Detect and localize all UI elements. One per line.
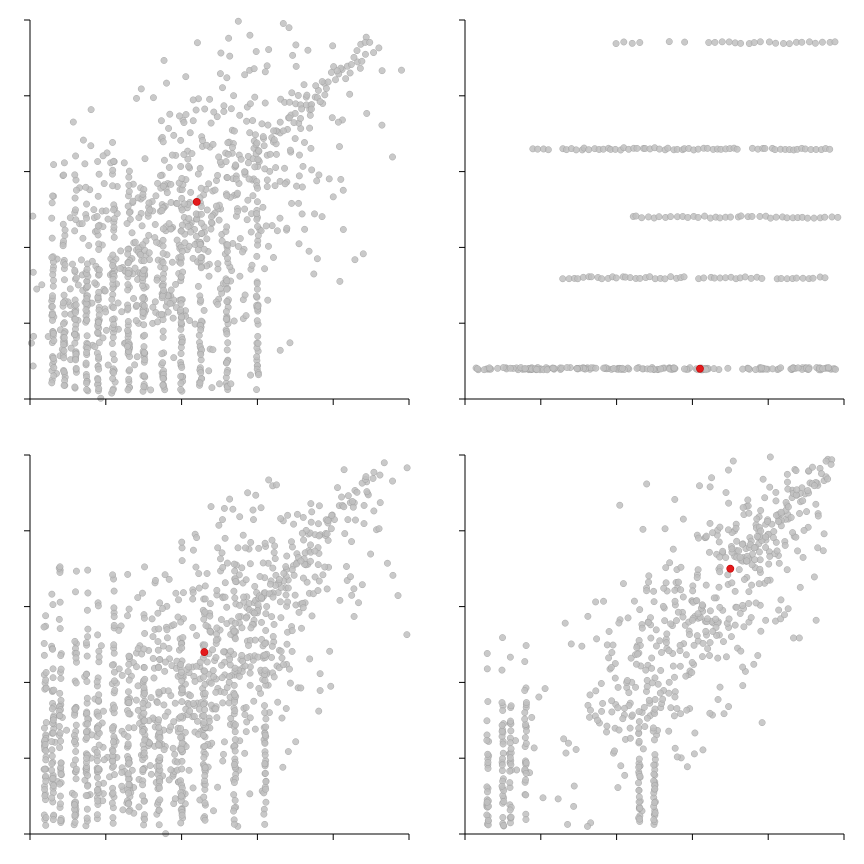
panel-bottom-right	[459, 454, 844, 840]
scatter-matrix	[0, 0, 864, 864]
points	[28, 18, 404, 401]
points	[41, 460, 410, 837]
highlight-point	[696, 365, 703, 372]
points	[484, 454, 835, 830]
panel-top-left	[24, 18, 409, 405]
highlight-point	[727, 565, 734, 572]
panel-bottom-left	[24, 455, 410, 840]
highlight-point	[201, 648, 208, 655]
panel-top-right	[459, 20, 844, 405]
points	[473, 38, 841, 373]
highlight-point	[193, 198, 200, 205]
